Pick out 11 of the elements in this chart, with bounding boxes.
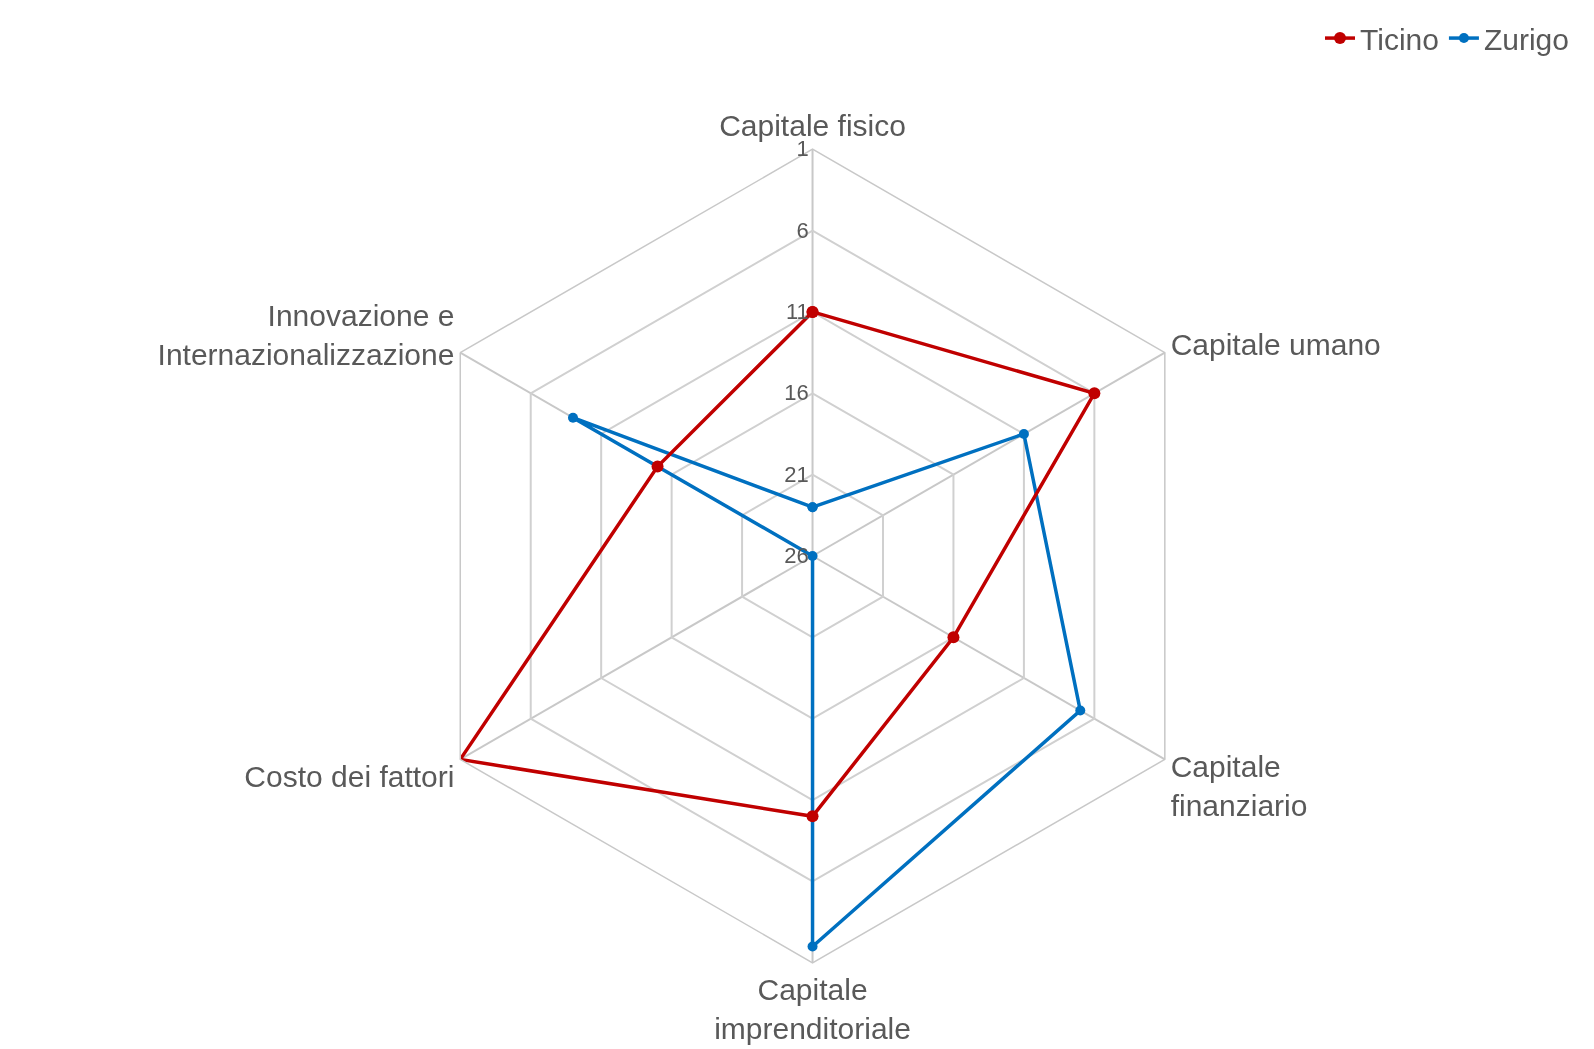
y-tick-label: 6: [796, 217, 809, 243]
legend-label: Ticino: [1360, 22, 1439, 56]
spoke-label: Innovazione e Internazionalizzazione: [157, 299, 455, 372]
y-tick-label: 26: [784, 543, 809, 569]
spoke-label: Capitale finanziario: [1170, 750, 1308, 823]
spoke-label: Costo dei fattori: [244, 759, 455, 793]
spoke-label: Capitale imprenditoriale: [714, 972, 911, 1045]
spoke-label: Capitale umano: [1170, 328, 1381, 362]
legend-label: Zurigo: [1483, 22, 1569, 56]
y-tick-label: 21: [784, 461, 809, 487]
y-tick-label: 16: [784, 380, 809, 406]
